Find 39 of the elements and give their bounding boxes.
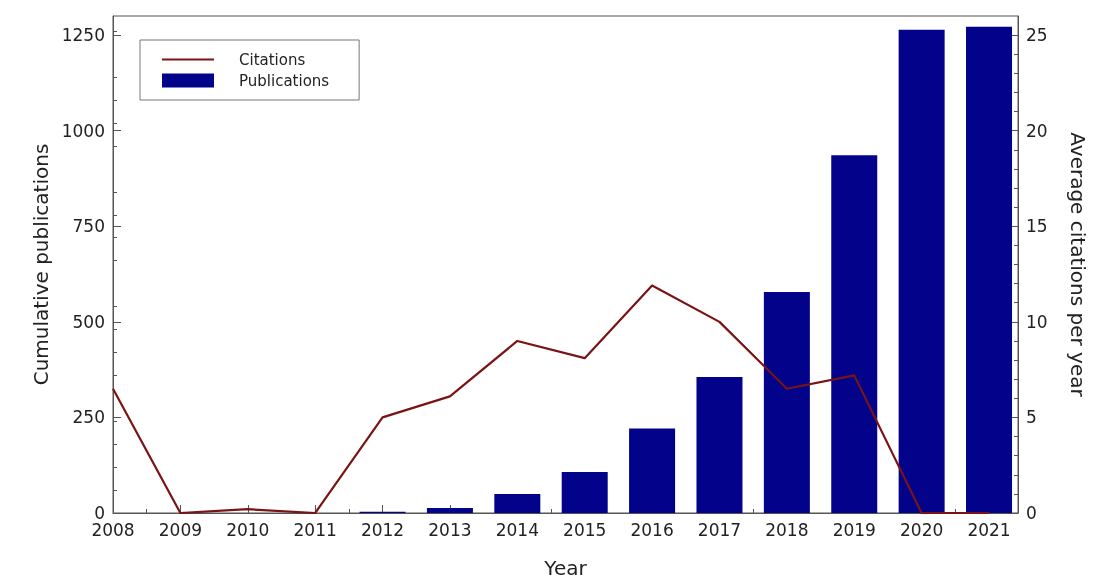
bar bbox=[629, 428, 676, 513]
x-tick-label: 2021 bbox=[967, 519, 1011, 540]
x-axis-title: Year bbox=[543, 556, 588, 580]
y2-tick-label: 0 bbox=[1026, 503, 1037, 523]
y2-tick-label: 10 bbox=[1026, 311, 1048, 332]
x-tick-label: 2010 bbox=[226, 519, 270, 540]
x-tick-label: 2020 bbox=[900, 519, 944, 540]
y2-tick-label: 5 bbox=[1026, 407, 1037, 428]
bar bbox=[966, 26, 1013, 513]
bar bbox=[494, 493, 541, 513]
x-tick-label: 2011 bbox=[293, 519, 337, 540]
x-tick-label: 2009 bbox=[158, 519, 203, 540]
x-tick-label: 2019 bbox=[832, 519, 876, 540]
y2-tick-label: 15 bbox=[1026, 216, 1048, 237]
y-axis-title: Cumulative publications bbox=[28, 143, 53, 386]
line-series bbox=[111, 284, 991, 515]
y2-axis-title: Average citations per year bbox=[1066, 132, 1090, 398]
x-tick-label: 2013 bbox=[428, 519, 472, 540]
x-tick-label: 2012 bbox=[360, 519, 405, 540]
bar bbox=[831, 155, 878, 513]
bar bbox=[763, 292, 810, 513]
legend-label: Publications bbox=[239, 71, 330, 90]
y-tick-label: 1250 bbox=[61, 25, 105, 46]
x-tick-label: 2018 bbox=[765, 519, 809, 540]
x-tick-label: 2015 bbox=[563, 519, 607, 540]
x-tick-label: 2014 bbox=[495, 519, 539, 540]
bar bbox=[561, 472, 608, 513]
y-tick-label: 250 bbox=[72, 407, 105, 428]
y-tick-label: 750 bbox=[72, 216, 105, 237]
bar bbox=[898, 29, 945, 513]
y-tick-label: 500 bbox=[72, 311, 105, 332]
x-tick-label: 2017 bbox=[697, 519, 742, 540]
bar bbox=[426, 508, 473, 513]
y2-tick-label: 20 bbox=[1026, 120, 1048, 141]
x-tick-label: 2016 bbox=[630, 519, 674, 540]
bar bbox=[696, 376, 743, 513]
legend-label: Citations bbox=[239, 50, 306, 69]
y-tick-label: 1000 bbox=[61, 120, 105, 141]
y2-tick-label: 25 bbox=[1026, 25, 1048, 46]
